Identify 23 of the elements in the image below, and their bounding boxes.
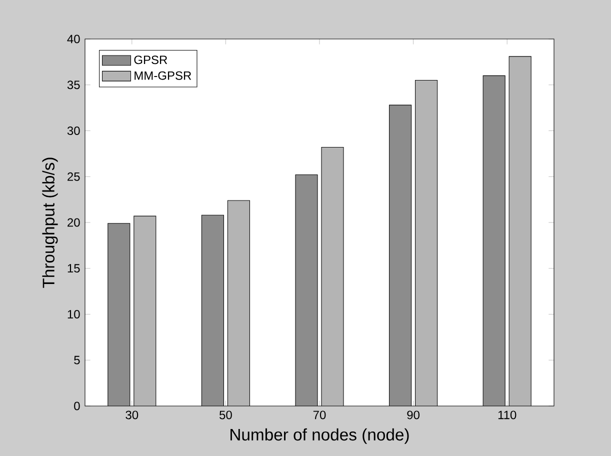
bar [321,146,344,406]
y-tick-label: 35 [67,80,80,90]
y-tick-label: 10 [68,310,80,318]
y-tick-label: 25 [68,172,80,181]
legend-label: GPSR [134,56,168,64]
bar [227,200,250,406]
y-tick-label: 30 [67,126,80,135]
y-tick-label: 0 [74,402,80,410]
legend-label: MM-GPSR [134,71,192,80]
x-tick-label: 70 [313,410,326,420]
y-tick-label: 40 [67,34,80,44]
x-tick-label: 30 [126,410,138,420]
x-tick-label: 50 [220,410,232,420]
x-axis-title: Number of nodes (node) [230,428,409,444]
x-tick-label: 110 [498,410,516,420]
y-tick-label: 20 [68,218,80,227]
bar [508,56,532,406]
y-axis-title: Throughput (kb/s) [42,158,58,288]
x-tick-label: 90 [407,410,420,420]
bar [415,80,438,406]
y-tick-label: 5 [74,356,80,364]
y-tick-label: 15 [68,264,80,273]
bar [134,216,156,406]
